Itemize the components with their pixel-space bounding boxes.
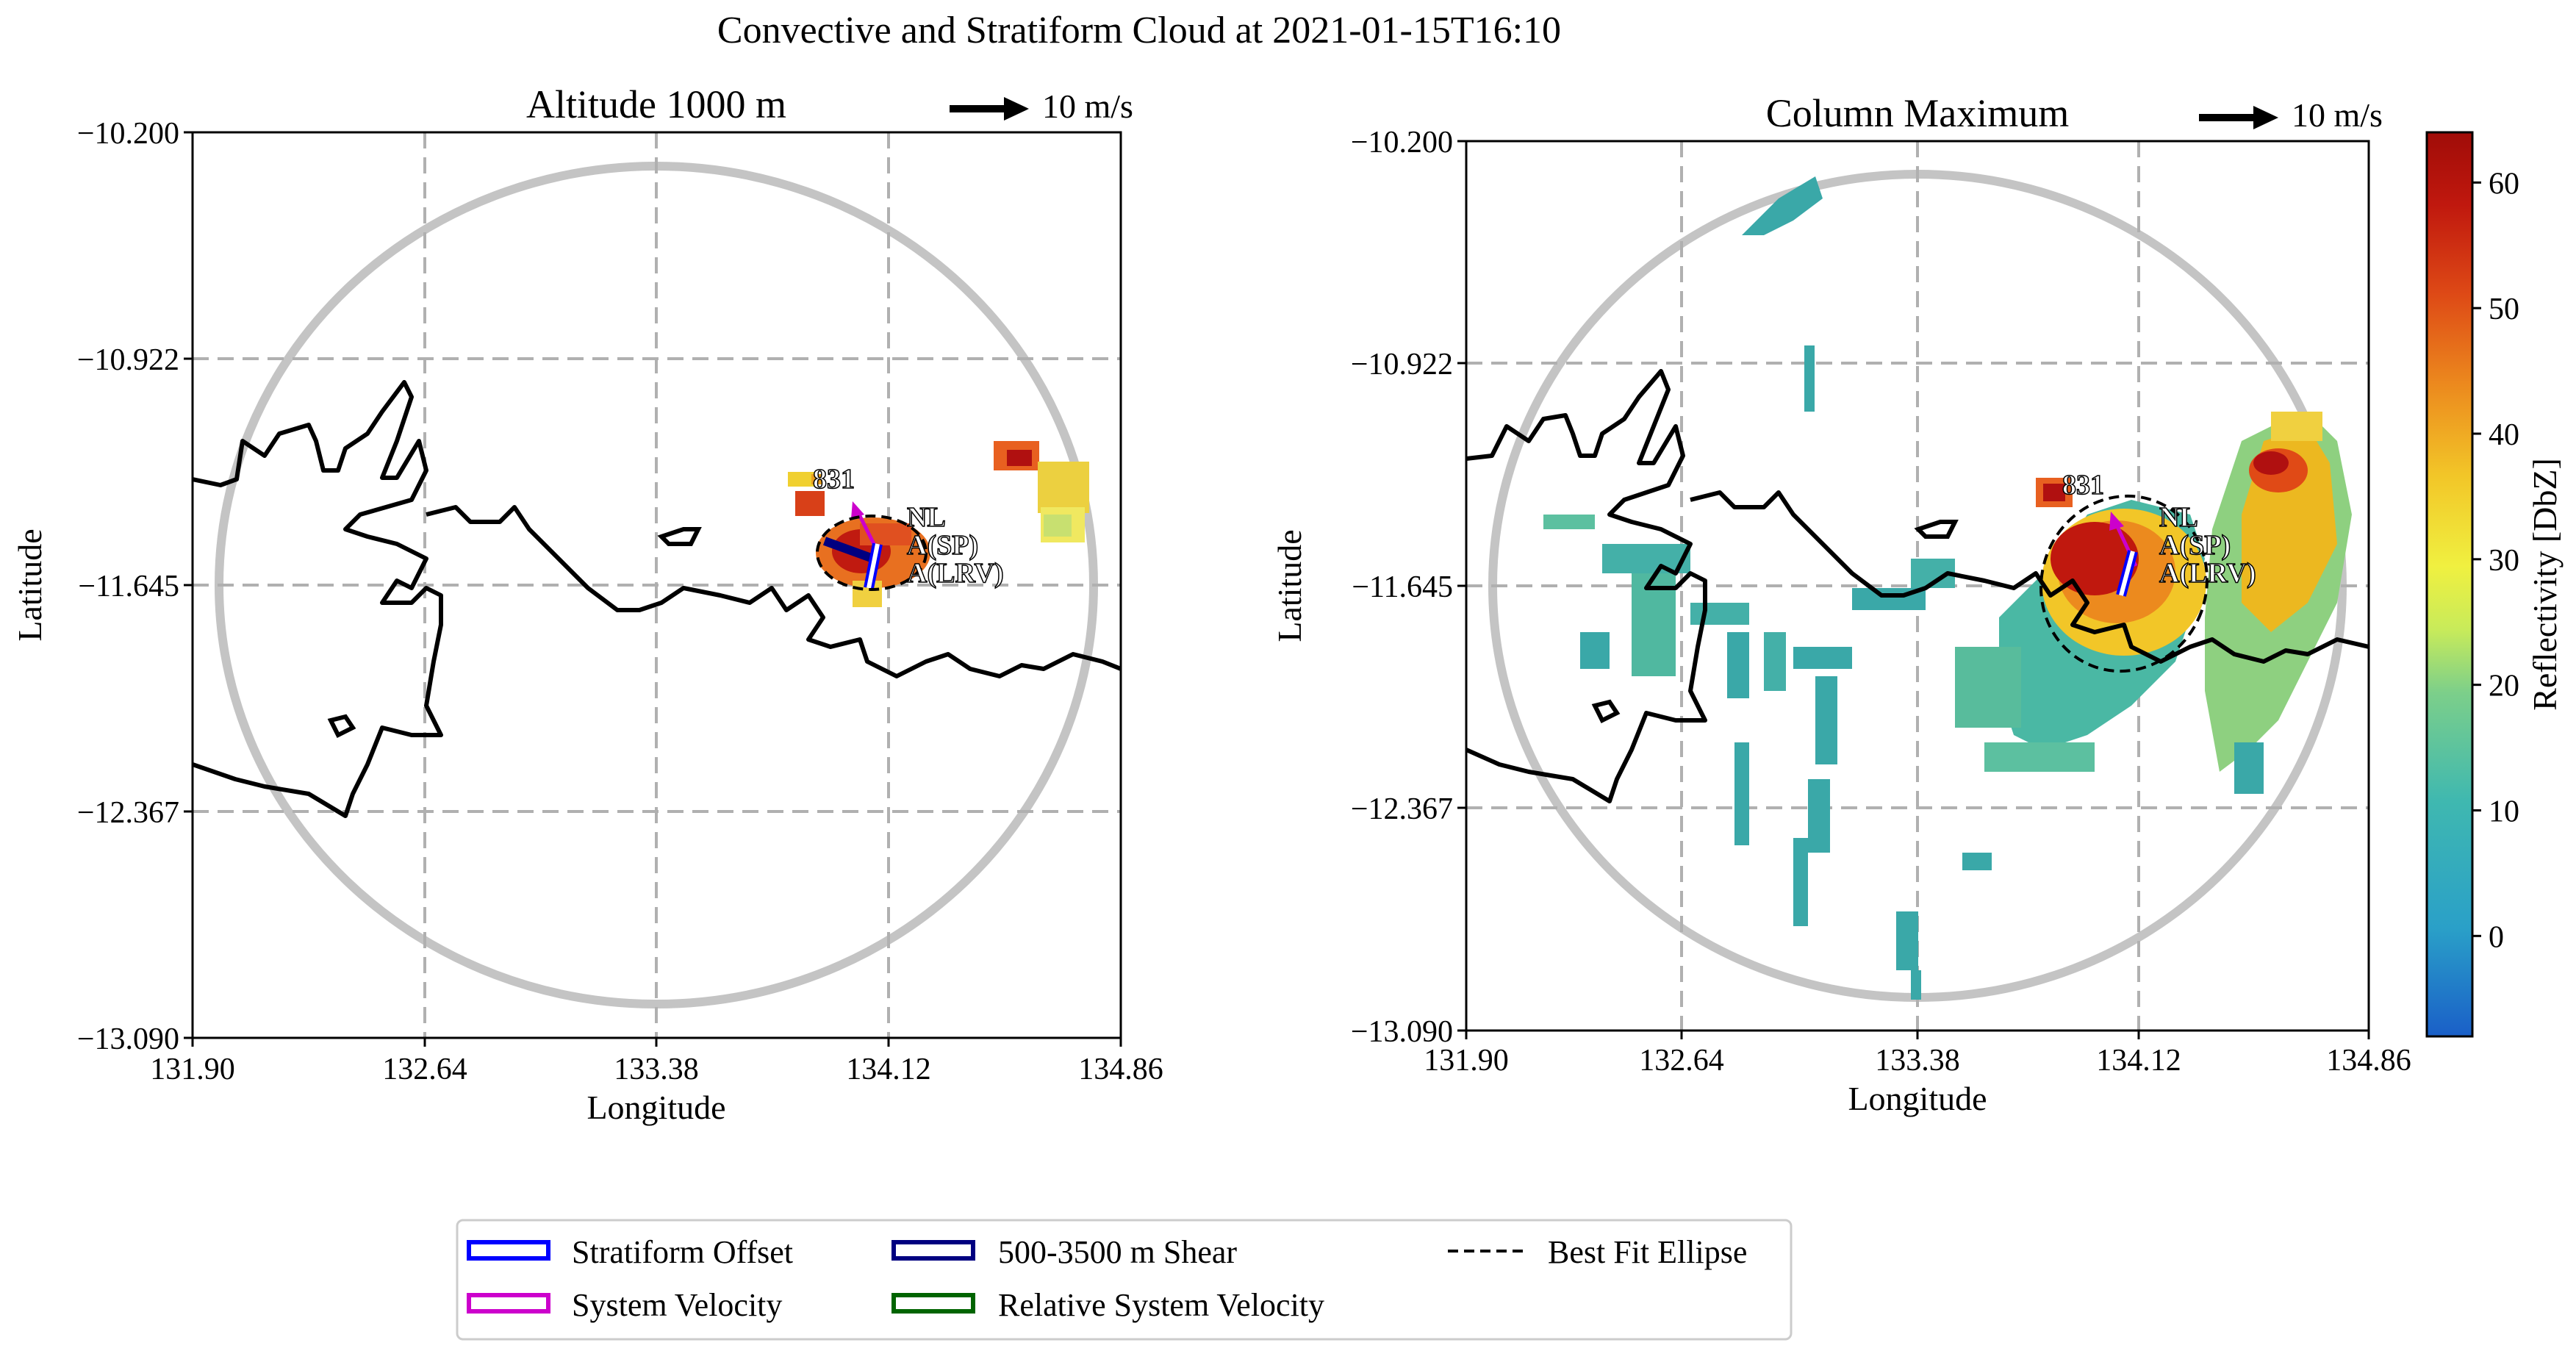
colorbar-tick-label: 60 <box>2489 167 2519 201</box>
colorbar-tick-label: 50 <box>2489 293 2519 326</box>
x-tick-label: 133.38 <box>614 1053 699 1086</box>
reflectivity-echoes <box>1543 176 2352 1000</box>
x-tick-label: 131.90 <box>150 1053 235 1086</box>
best-fit-ellipse <box>816 515 928 591</box>
legend-swatch-shear <box>891 1240 975 1261</box>
y-tick-label: −10.922 <box>77 343 179 377</box>
legend-swatch-system-velocity <box>467 1293 550 1314</box>
label-asp: A(SP) <box>2159 530 2231 561</box>
x-axis-label: Longitude <box>1848 1080 1987 1117</box>
grid-lines <box>193 132 1121 1038</box>
wind-key: 10 m/s <box>2199 96 2383 134</box>
y-tick-label: −12.367 <box>1351 792 1453 826</box>
panel-title: Column Maximum <box>1766 91 2070 135</box>
y-tick-label: −13.090 <box>77 1022 179 1056</box>
label-alrv: A(LRV) <box>907 558 1004 589</box>
colorbar-tick-label: 30 <box>2489 544 2519 578</box>
x-tick-label: 134.86 <box>1078 1053 1163 1086</box>
coastline <box>1466 369 2369 803</box>
panel-column-maximum: Column Maximum 10 m/s <box>1271 91 2411 1117</box>
colorbar: 0 10 20 30 40 50 60 Reflectivity [DbZ] <box>2425 131 2564 1038</box>
legend-label: System Velocity <box>572 1287 782 1323</box>
object-id: 831 <box>813 464 855 495</box>
shear-arrow <box>822 537 875 563</box>
figure-title: Convective and Stratiform Cloud at 2021-… <box>717 10 1561 51</box>
x-tick-label: 131.90 <box>1424 1044 1509 1078</box>
y-tick-label: −11.645 <box>78 570 179 603</box>
legend-swatch-relative-velocity <box>891 1293 975 1314</box>
x-tick-label: 134.86 <box>2326 1044 2411 1078</box>
x-tick-label: 133.38 <box>1875 1044 1960 1078</box>
label-nl: NL <box>907 502 946 533</box>
legend-label: Stratiform Offset <box>572 1234 793 1270</box>
best-fit-ellipse <box>2039 494 2209 673</box>
y-tick-label: −13.090 <box>1351 1015 1453 1049</box>
y-axis: −10.200 −10.922 −11.645 −12.367 −13.090 … <box>11 117 193 1056</box>
x-tick-label: 134.12 <box>2096 1044 2181 1078</box>
y-tick-label: −10.200 <box>77 117 179 151</box>
y-axis: −10.200 −10.922 −11.645 −12.367 −13.090 … <box>1271 126 1466 1049</box>
x-axis: 131.90 132.64 133.38 134.12 134.86 Longi… <box>150 1038 1163 1126</box>
legend: Stratiform Offset 500-3500 m Shear Best … <box>456 1219 1793 1341</box>
legend-swatch-stratiform-offset <box>467 1240 550 1261</box>
y-tick-label: −10.922 <box>1351 348 1453 381</box>
coastline <box>193 380 1121 818</box>
label-alrv: A(LRV) <box>2159 558 2256 589</box>
y-tick-label: −10.200 <box>1351 126 1453 160</box>
colorbar-tick-label: 40 <box>2489 418 2519 452</box>
wind-key: 10 m/s <box>950 87 1133 125</box>
legend-label: Best Fit Ellipse <box>1548 1234 1747 1270</box>
colorbar-tick-label: 20 <box>2489 670 2519 703</box>
label-nl: NL <box>2159 502 2198 533</box>
y-axis-label: Latitude <box>11 528 49 641</box>
y-tick-label: −12.367 <box>77 796 179 830</box>
colorbar-tick-label: 0 <box>2489 920 2504 954</box>
colorbar-label: Reflectivity [DbZ] <box>2526 458 2564 711</box>
panel-title: Altitude 1000 m <box>526 82 786 126</box>
x-axis: 131.90 132.64 133.38 134.12 134.86 Longi… <box>1424 1031 2411 1117</box>
y-tick-label: −11.645 <box>1352 570 1453 604</box>
panel-altitude: Altitude 1000 m 10 m/s <box>11 82 1163 1126</box>
label-asp: A(SP) <box>907 530 978 561</box>
legend-label: 500-3500 m Shear <box>998 1234 1237 1270</box>
x-tick-label: 132.64 <box>1639 1044 1724 1078</box>
y-axis-label: Latitude <box>1271 529 1308 642</box>
wind-key-label: 10 m/s <box>2292 96 2383 134</box>
x-tick-label: 132.64 <box>382 1053 467 1086</box>
wind-key-label: 10 m/s <box>1042 87 1133 125</box>
colorbar-tick-label: 10 <box>2489 795 2519 829</box>
legend-label: Relative System Velocity <box>998 1287 1324 1323</box>
colorbar-gradient <box>2425 131 2474 1038</box>
x-tick-label: 134.12 <box>846 1053 931 1086</box>
x-axis-label: Longitude <box>586 1089 725 1126</box>
object-id: 831 <box>2062 470 2104 501</box>
